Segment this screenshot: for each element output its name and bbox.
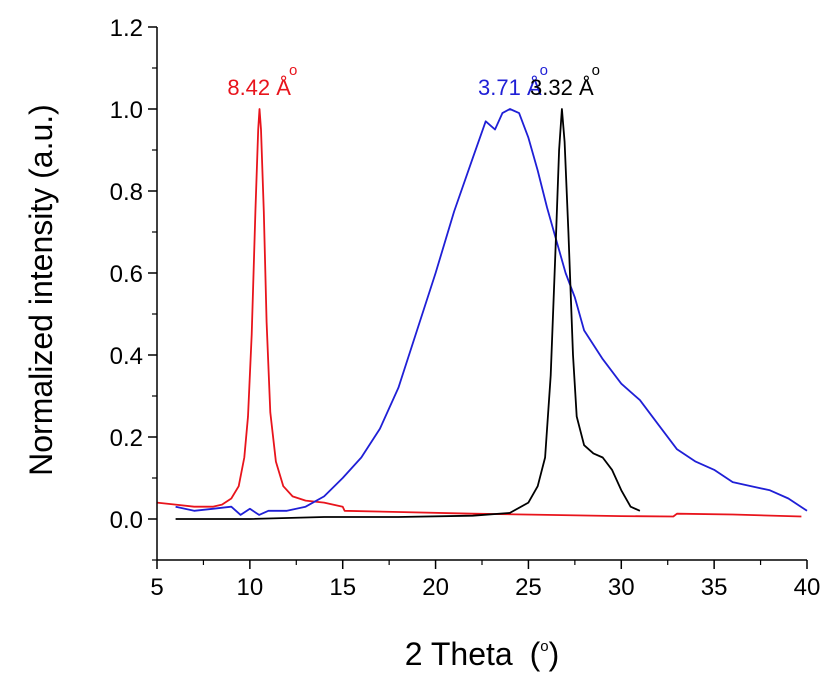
x-tick-label: 10 bbox=[237, 574, 264, 601]
x-tick-label: 35 bbox=[701, 574, 728, 601]
y-tick-label: 0.2 bbox=[110, 425, 143, 452]
y-tick-label: 0.0 bbox=[110, 507, 143, 534]
x-tick-label: 25 bbox=[515, 574, 542, 601]
peak-annotations: 8.42 Åo3.71 Åo3.32 Åo bbox=[227, 62, 600, 100]
peak-annotation-2: 3.32 Å bbox=[530, 75, 594, 100]
y-tick-label: 0.6 bbox=[110, 261, 143, 288]
x-axis-title-open: ( bbox=[530, 636, 541, 672]
x-axis-title-close: ) bbox=[549, 636, 560, 672]
angstrom-ring-2: o bbox=[592, 62, 600, 79]
series-line-0 bbox=[156, 108, 802, 518]
series-layer bbox=[156, 108, 808, 520]
angstrom-ring-0: o bbox=[289, 62, 297, 79]
x-tick-label: 15 bbox=[329, 574, 356, 601]
y-tick-label: 1.2 bbox=[110, 15, 143, 42]
x-tick-label: 5 bbox=[150, 574, 163, 601]
x-tick-label: 20 bbox=[422, 574, 449, 601]
series-line-1 bbox=[175, 108, 808, 516]
x-axis-title-text: 2 Theta bbox=[405, 636, 513, 672]
axes bbox=[148, 26, 808, 569]
series-line-2 bbox=[175, 108, 641, 520]
y-tick-label: 0.8 bbox=[110, 179, 143, 206]
tick-labels: 5 10 15 20 25 30 35 40 0.0 0.2 0.4 0.6 0.8 1.0 1.2 bbox=[110, 15, 821, 601]
peak-annotation-1: 3.71 Å bbox=[478, 75, 542, 100]
y-axis-title: Normalized intensity (a.u.) bbox=[23, 104, 59, 476]
x-tick-label: 40 bbox=[794, 574, 821, 601]
x-axis-title: 2 Theta (o) bbox=[405, 636, 559, 672]
x-tick-label: 30 bbox=[608, 574, 635, 601]
y-tick-label: 0.4 bbox=[110, 343, 143, 370]
angstrom-ring-1: o bbox=[540, 62, 548, 79]
y-tick-label: 1.0 bbox=[110, 97, 143, 124]
peak-annotation-0: 8.42 Å bbox=[227, 75, 291, 100]
x-axis-unit: o bbox=[540, 638, 548, 655]
